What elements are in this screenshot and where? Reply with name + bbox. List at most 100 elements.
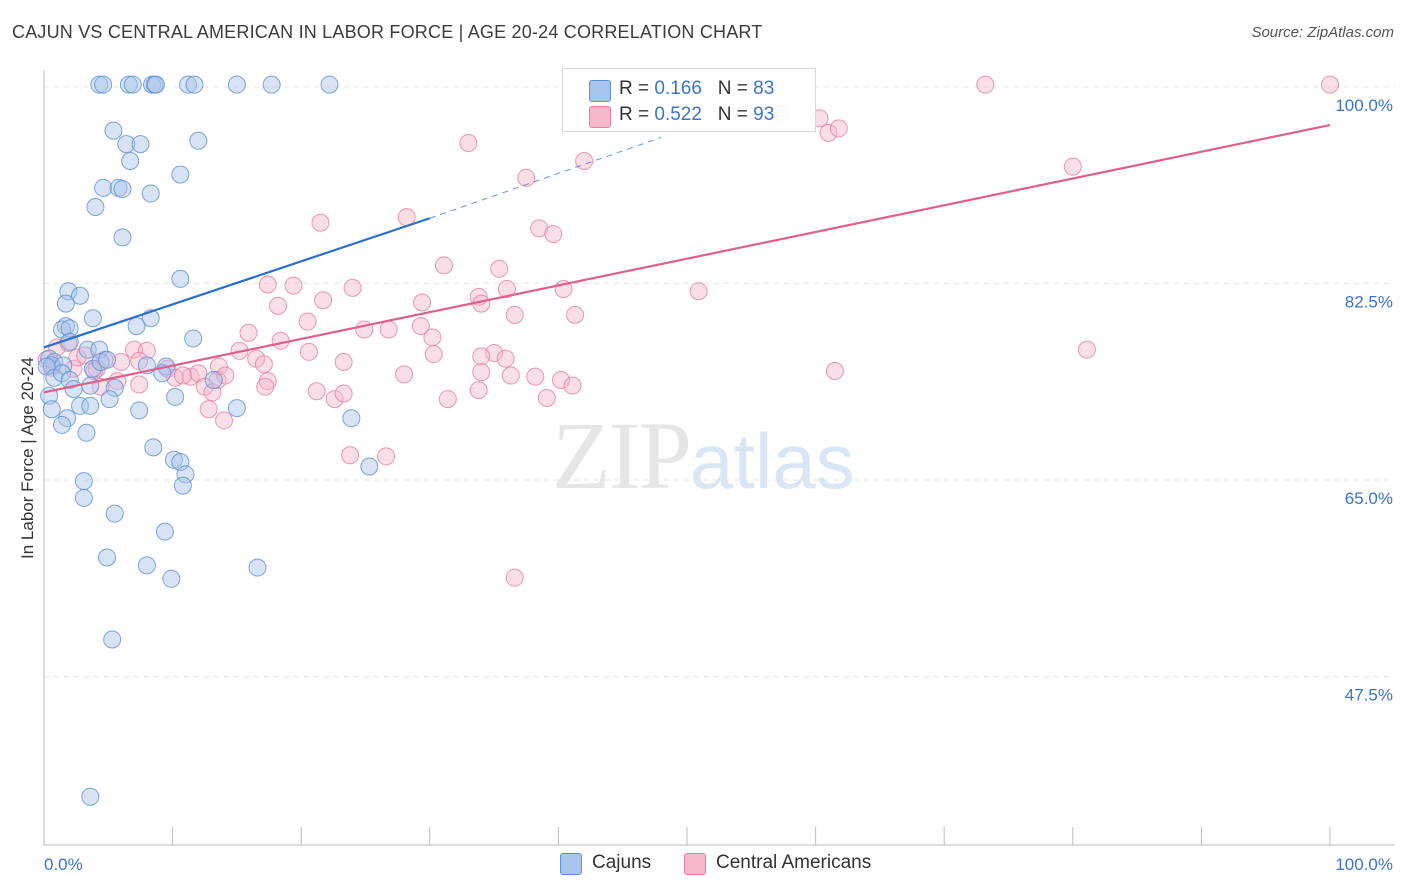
central-american-point [173, 366, 192, 385]
central-american-point [526, 367, 545, 386]
central-americans-legend-label: Central Americans [716, 852, 872, 873]
central-american-point [125, 340, 144, 359]
central-american-point [1321, 75, 1339, 94]
stats-legend: R = 0.166 N = 83 R = 0.522 N = 93 [562, 68, 816, 132]
central-american-point [64, 359, 83, 378]
cajuns-swatch [589, 80, 611, 102]
cajuns-legend-label: Cajuns [592, 852, 652, 873]
central-american-point [566, 305, 585, 324]
cajun-point [123, 75, 142, 94]
cajun-point [42, 400, 61, 419]
stats-text: R = 0.166 N = 83 [619, 78, 774, 100]
central-americans-trendline [43, 123, 1331, 394]
central-american-point [341, 446, 360, 465]
cajun-point [74, 488, 93, 507]
cajun-point [105, 504, 124, 523]
central-american-point [379, 320, 398, 339]
y-axis-title: In Labor Force | Age 20-24 [18, 357, 37, 559]
cajun-point [162, 569, 181, 588]
cajuns-trendline [43, 217, 431, 349]
central-american-point [199, 400, 218, 419]
central-american-point [517, 168, 536, 187]
cajun-point [204, 371, 223, 389]
central-american-point [472, 363, 491, 382]
y-tick-label: 100.0% [1335, 96, 1393, 115]
central-american-point [689, 282, 708, 301]
central-american-point [284, 276, 303, 295]
cajun-point [53, 364, 72, 383]
n-label: N = [717, 78, 748, 99]
cajun-point [179, 75, 198, 94]
cajun-point [94, 178, 113, 197]
cajun-point [166, 387, 185, 406]
watermark-zip: ZIP [552, 402, 692, 509]
cajun-point [94, 75, 113, 94]
cajun-point [360, 457, 379, 476]
cajun-point [137, 556, 156, 575]
central-american-point [829, 119, 848, 138]
central-american-point [544, 224, 563, 243]
central-american-point [472, 347, 491, 366]
source-credit: Source: ZipAtlas.com [1251, 24, 1394, 41]
central-american-point [334, 384, 353, 403]
central-american-point [411, 317, 430, 336]
r-label: R = [619, 104, 650, 125]
chart-title: CAJUN VS CENTRAL AMERICAN IN LABOR FORCE… [12, 22, 763, 42]
central-american-point [976, 75, 995, 94]
y-tick-label: 47.5% [1345, 686, 1393, 705]
central-american-point [298, 312, 317, 331]
cajun-point [86, 198, 105, 217]
cajun-point [119, 75, 138, 94]
cajun-point [117, 135, 136, 154]
central-american-point [413, 293, 432, 312]
cajun-point [98, 350, 117, 369]
central-american-point [551, 371, 570, 389]
r-value: 0.522 [654, 104, 702, 125]
cajun-point [81, 787, 100, 806]
cajun-point [113, 228, 132, 247]
central-american-point [1077, 340, 1096, 359]
central-american-point [490, 259, 509, 278]
cajun-point [171, 269, 190, 288]
cajun-point [176, 465, 195, 484]
cajun-point [83, 309, 102, 328]
cajun-point [171, 165, 190, 184]
central-american-point [299, 342, 318, 361]
central-american-point [256, 377, 275, 396]
cajuns-trendline-extension [429, 136, 662, 219]
cajun-point [77, 423, 96, 442]
cajun-point [60, 319, 79, 338]
central-american-point [239, 323, 258, 342]
cajun-point [141, 184, 160, 203]
r-value: 0.166 [654, 78, 702, 99]
n-label: N = [717, 104, 748, 125]
central-american-point [501, 366, 520, 385]
central-american-point [216, 366, 235, 385]
central-american-point [377, 447, 396, 466]
watermark: ZIPatlas [552, 400, 855, 511]
n-value: 83 [753, 78, 775, 99]
cajun-point [90, 75, 109, 94]
central-american-point [254, 355, 273, 374]
central-americans-legend-swatch [684, 853, 706, 875]
cajun-point [104, 121, 123, 140]
central-american-point [311, 213, 330, 232]
cajun-point [127, 317, 146, 336]
central-american-point [269, 296, 288, 315]
cajun-point [146, 75, 165, 94]
central-american-point [395, 365, 414, 384]
central-american-point [563, 376, 582, 395]
cajun-point [60, 371, 79, 389]
cajun-point [189, 131, 208, 150]
n-value: 93 [753, 104, 775, 125]
central-american-point [215, 411, 234, 430]
cajun-point [130, 401, 149, 420]
cajun-point [184, 329, 203, 348]
cajun-point [248, 558, 267, 577]
central-american-point [271, 331, 290, 350]
cajun-point [56, 294, 75, 313]
cajun-point [121, 151, 140, 170]
cajun-point [103, 630, 122, 649]
central-american-point [537, 388, 556, 407]
